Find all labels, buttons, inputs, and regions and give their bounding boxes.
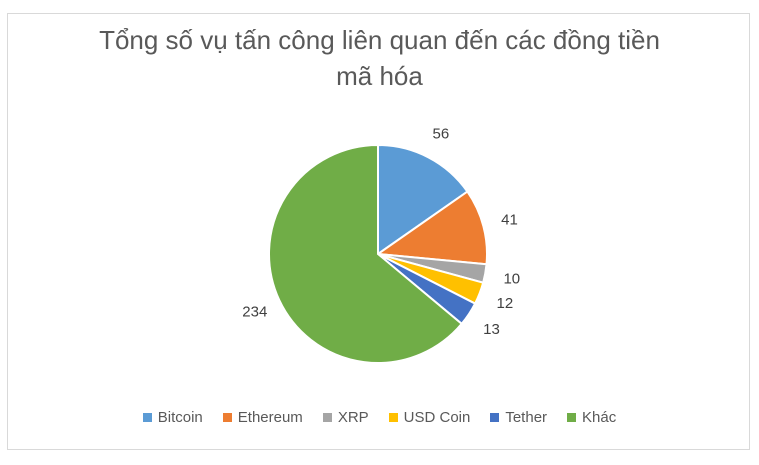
legend-item-bitcoin: Bitcoin [142,409,203,426]
legend-item-khác: Khác [567,409,616,426]
chart-title-line-2: mã hóa [336,61,423,91]
legend-item-tether: Tether [490,409,547,426]
legend-item-ethereum: Ethereum [222,409,303,426]
legend-label: USD Coin [403,409,471,426]
pie-slice-bitcoin [377,143,469,256]
legend-label: XRP [337,409,369,426]
chart-legend: Bitcoin Ethereum XRP USD Coin Tether Khác [0,409,759,426]
legend-label: Tether [505,409,548,426]
data-label-tether: 13 [483,321,500,338]
data-label-khác: 234 [242,304,267,321]
legend-item-xrp: XRP [322,409,369,426]
chart-title: Tổng số vụ tấn công liên quan đến các đồ… [0,22,759,94]
legend-label: Khác [582,409,617,426]
legend-swatch [222,413,232,422]
legend-swatch [322,413,332,422]
pie-slice-khác [268,143,464,364]
legend-swatch [490,413,500,422]
legend-label: Ethereum [237,409,303,426]
legend-swatch [142,413,152,422]
data-label-xrp: 10 [503,270,520,287]
data-label-ethereum: 41 [501,211,518,228]
legend-swatch [567,413,577,422]
chart-title-line-1: Tổng số vụ tấn công liên quan đến các đồ… [99,25,660,55]
legend-item-usd-coin: USD Coin [388,409,471,426]
legend-label: Bitcoin [157,409,203,426]
legend-swatch [388,413,398,422]
data-label-usd-coin: 12 [496,295,513,312]
data-label-bitcoin: 56 [433,125,450,142]
pie-slice-ethereum [375,190,488,266]
